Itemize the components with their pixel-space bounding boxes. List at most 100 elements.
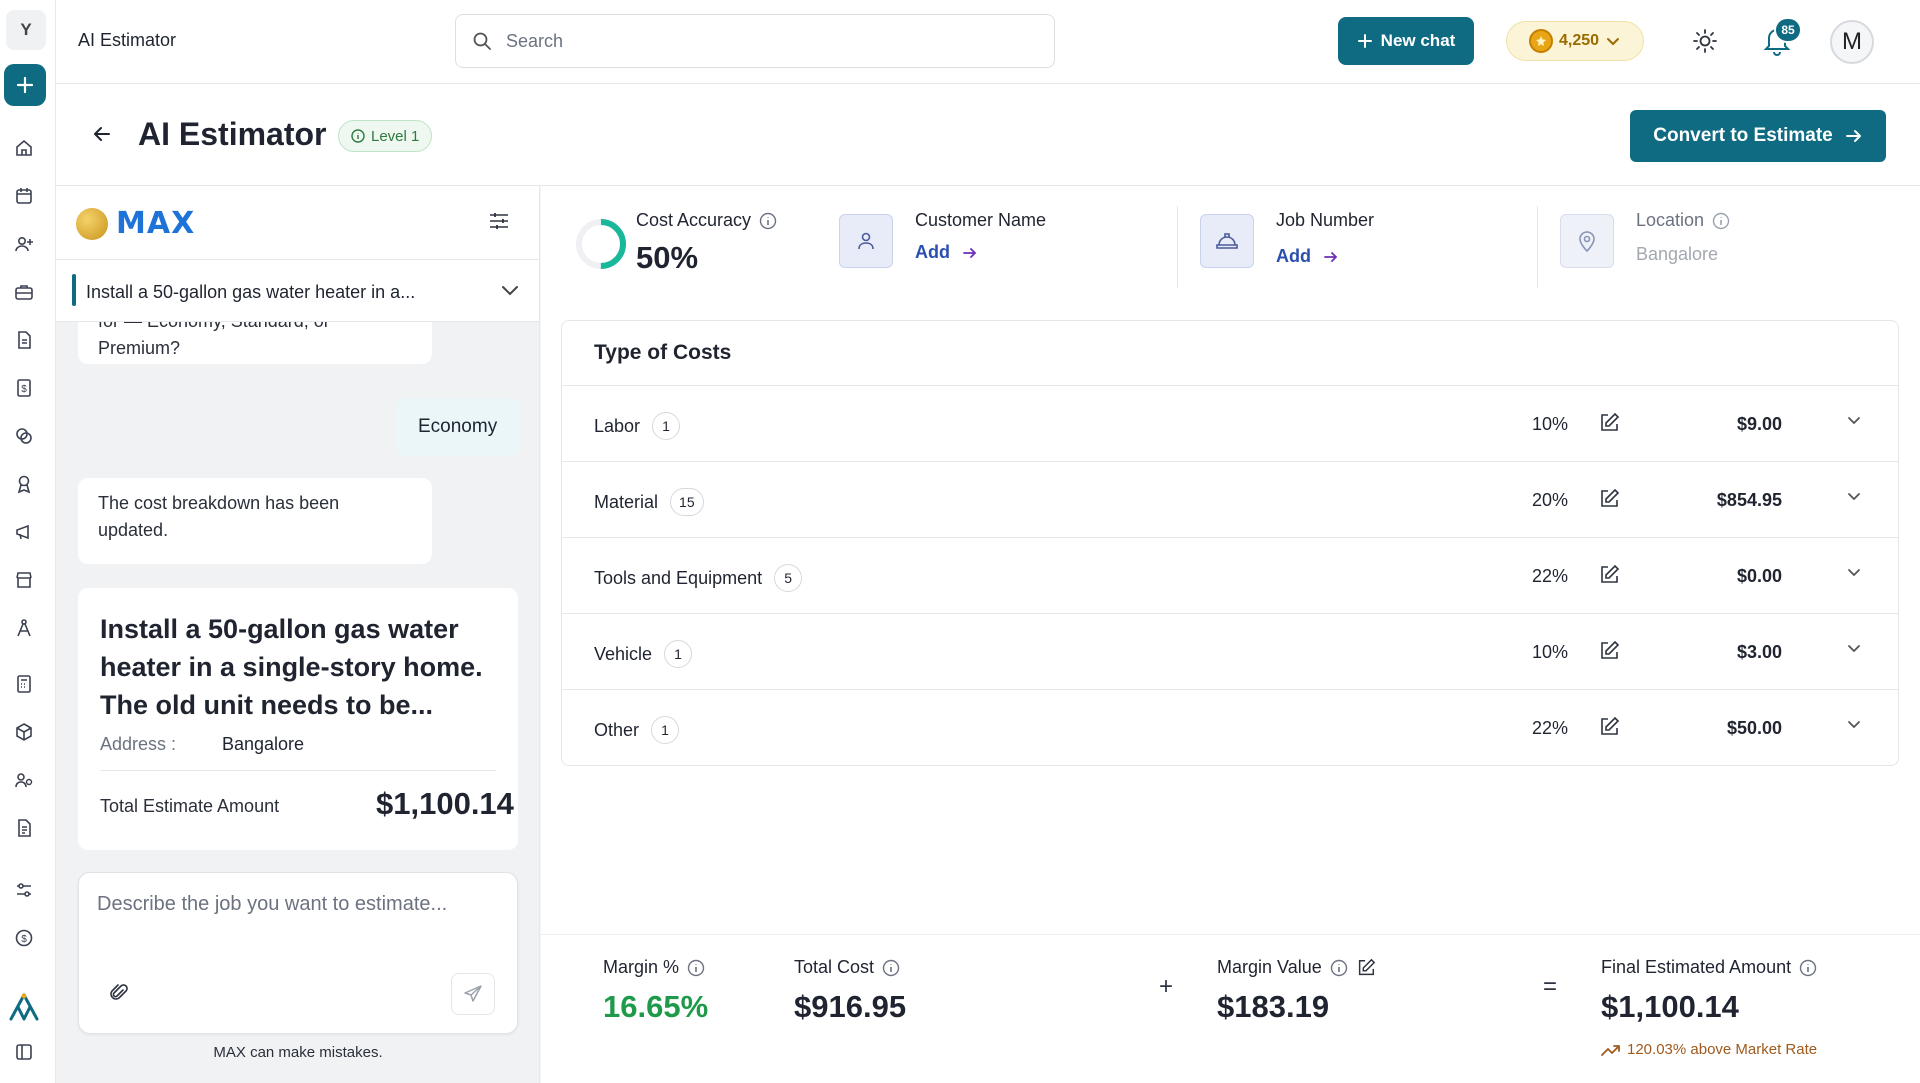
edit-icon[interactable] <box>1598 564 1620 586</box>
send-button[interactable] <box>451 973 495 1015</box>
edit-icon[interactable] <box>1598 640 1620 662</box>
margin-value-label: Margin Value <box>1217 957 1376 978</box>
margin-percent-label-text: Margin % <box>603 957 680 977</box>
customer-add-link[interactable]: Add <box>915 242 978 263</box>
new-chat-button[interactable]: New chat <box>1338 17 1474 65</box>
cost-name-text: Other <box>594 719 640 740</box>
add-user-icon[interactable] <box>12 232 36 256</box>
invoice-icon[interactable]: $ <box>12 376 36 400</box>
customer-add-label: Add <box>915 242 950 262</box>
cost-row-material[interactable]: Material 15 20% $854.95 <box>562 461 1898 537</box>
customer-name-label: Customer Name <box>915 210 1047 230</box>
edit-icon[interactable] <box>1598 488 1620 510</box>
chevron-down-icon <box>1607 38 1620 46</box>
rail-new-button[interactable] <box>4 64 46 106</box>
cost-percentage: 10% <box>1531 642 1568 662</box>
chevron-down-icon[interactable] <box>1846 488 1862 504</box>
calculator-icon[interactable] <box>12 672 36 696</box>
info-icon <box>1330 959 1347 976</box>
divider <box>100 770 496 771</box>
cost-amount: $0.00 <box>1736 566 1782 586</box>
market-rate-note: 120.03% above Market Rate <box>1601 1041 1817 1058</box>
estimate-summary-card[interactable]: Install a 50-gallon gas water heater in … <box>78 588 518 850</box>
cost-amount: $854.95 <box>1716 490 1782 510</box>
info-icon <box>687 959 705 976</box>
chat-panel: for — Economy, Standard, or Premium? Eco… <box>56 186 540 1083</box>
sidebar-toggle-icon[interactable] <box>12 1040 36 1064</box>
edit-icon[interactable] <box>1598 716 1620 738</box>
trend-up-icon <box>1601 1044 1620 1056</box>
cost-row-labor[interactable]: Labor 1 10% $9.00 <box>562 385 1898 461</box>
calendar-icon[interactable] <box>12 184 36 208</box>
plus-icon <box>16 76 34 94</box>
job-number-label: Job Number <box>1276 210 1375 230</box>
cost-accuracy-label: Cost Accuracy <box>636 210 777 231</box>
megaphone-icon[interactable] <box>12 520 36 544</box>
margin-value-value: $183.19 <box>1217 989 1330 1024</box>
paperclip-icon[interactable] <box>109 983 129 1003</box>
max-orb-icon <box>76 207 108 240</box>
level-badge: Level 1 <box>338 120 433 152</box>
notification-badge: 85 <box>1774 17 1802 43</box>
cost-amount: $50.00 <box>1726 718 1782 738</box>
home-icon[interactable] <box>12 136 36 160</box>
assistant-message: The cost breakdown has been updated. <box>78 478 432 564</box>
max-logo: MAX <box>76 206 195 241</box>
final-amount-label: Final Estimated Amount <box>1601 957 1817 978</box>
edit-icon[interactable] <box>1356 958 1376 978</box>
assistant-message-text: The cost breakdown has been updated. <box>98 493 340 540</box>
dollar-circle-icon[interactable]: $ <box>12 926 36 950</box>
coins-icon[interactable] <box>12 424 36 448</box>
cost-name-text: Vehicle <box>594 643 653 664</box>
count-badge: 15 <box>670 488 704 516</box>
job-description-input[interactable] <box>97 893 497 933</box>
total-estimate-label: Total Estimate Amount <box>100 796 280 816</box>
cost-row-tools-and-equipment[interactable]: Tools and Equipment 5 22% $0.00 <box>562 537 1898 613</box>
cost-accuracy-value: 50% <box>636 240 699 275</box>
location-label-text: Location <box>1636 210 1705 230</box>
cost-percentage: 20% <box>1531 490 1568 510</box>
cost-row-vehicle[interactable]: Vehicle 1 10% $3.00 <box>562 613 1898 689</box>
chevron-down-icon[interactable] <box>1846 640 1862 656</box>
search-input[interactable] <box>506 30 1026 52</box>
edit-icon[interactable] <box>1598 412 1620 434</box>
thread-selector[interactable]: Install a 50-gallon gas water heater in … <box>56 260 539 322</box>
back-arrow-icon[interactable] <box>92 124 112 144</box>
location-value: Bangalore <box>1636 244 1719 264</box>
level-label: Level 1 <box>371 127 420 145</box>
cost-name: Tools and Equipment 5 <box>594 564 803 592</box>
convert-to-estimate-button[interactable]: Convert to Estimate <box>1630 110 1886 162</box>
info-icon <box>1712 212 1730 229</box>
job-add-link[interactable]: Add <box>1276 246 1339 267</box>
chevron-down-icon[interactable] <box>1846 412 1862 428</box>
compass-tool-icon[interactable] <box>12 616 36 640</box>
chevron-down-icon[interactable] <box>1846 716 1862 732</box>
report-icon[interactable] <box>12 816 36 840</box>
team-icon[interactable] <box>12 768 36 792</box>
chevron-down-icon[interactable] <box>1846 564 1862 580</box>
margin-percent-value: 16.65% <box>603 989 709 1024</box>
award-icon[interactable] <box>12 472 36 496</box>
chevron-down-icon[interactable] <box>500 280 520 300</box>
search-box[interactable] <box>455 14 1055 68</box>
info-icon <box>1799 959 1817 976</box>
document-icon[interactable] <box>12 328 36 352</box>
user-message: Economy <box>396 398 520 456</box>
info-icon <box>882 959 900 976</box>
cost-percentage: 10% <box>1531 414 1568 434</box>
theme-toggle-icon[interactable] <box>1692 28 1718 54</box>
credits-dropdown[interactable]: 4,250 <box>1506 21 1644 61</box>
box-icon[interactable] <box>12 720 36 744</box>
disclaimer: MAX can make mistakes. <box>213 1044 383 1061</box>
final-amount-label-text: Final Estimated Amount <box>1601 957 1792 977</box>
cost-accuracy-label-text: Cost Accuracy <box>636 210 752 230</box>
page-title: AI Estimator <box>138 116 327 152</box>
cost-row-other[interactable]: Other 1 22% $50.00 <box>562 689 1898 765</box>
avatar[interactable]: M <box>1830 20 1874 64</box>
workspace-logo[interactable]: Y <box>6 10 46 50</box>
filter-settings-icon[interactable] <box>488 210 510 232</box>
briefcase-icon[interactable] <box>12 280 36 304</box>
search-icon <box>472 31 492 51</box>
sliders-icon[interactable] <box>12 878 36 902</box>
store-icon[interactable] <box>12 568 36 592</box>
